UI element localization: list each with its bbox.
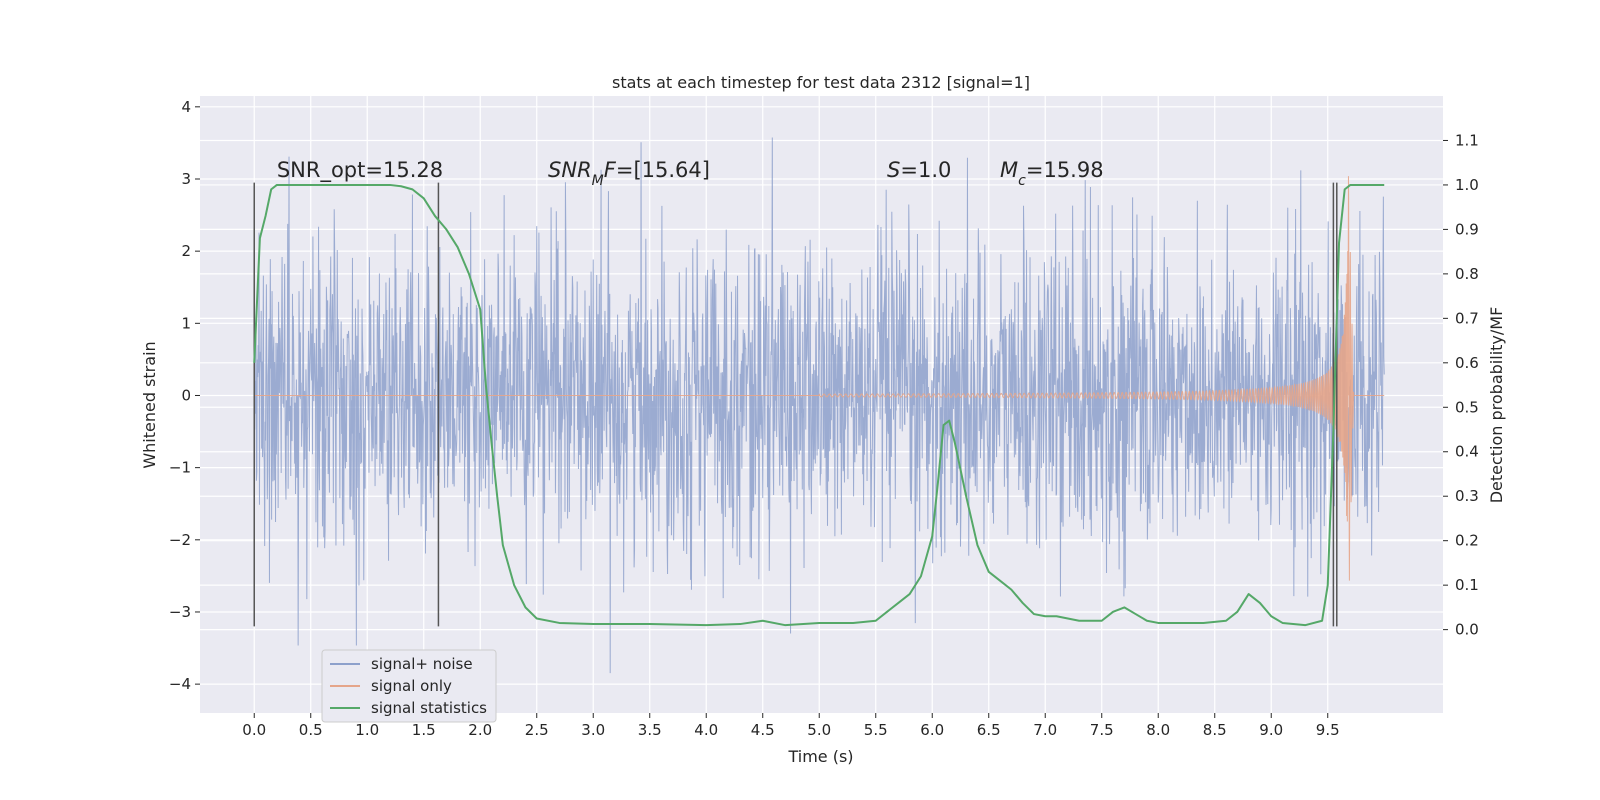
y2-tick-label: 0.9 — [1455, 220, 1479, 238]
x-tick-label: 0.5 — [299, 721, 323, 739]
y2-tick-label: 0.8 — [1455, 265, 1479, 283]
x-tick-label: 1.0 — [355, 721, 379, 739]
y-tick-label: 4 — [181, 98, 191, 116]
x-tick-label: 3.5 — [638, 721, 662, 739]
y-tick-label: −3 — [169, 603, 191, 621]
legend-box — [321, 649, 497, 723]
y-tick-label: −2 — [169, 531, 191, 549]
x-tick-label: 8.5 — [1203, 721, 1227, 739]
x-tick-label: 7.5 — [1090, 721, 1114, 739]
x-tick-label: 8.0 — [1146, 721, 1170, 739]
x-tick-label: 2.0 — [468, 721, 492, 739]
x-tick-label: 4.0 — [694, 721, 718, 739]
y2-tick-label: 0.3 — [1455, 487, 1479, 505]
legend-label-noise: signal+ noise — [371, 655, 473, 673]
annotation: SNR_opt=15.28 — [277, 158, 443, 183]
noise-line — [253, 137, 1385, 674]
legend: signal+ noise signal only signal statist… — [321, 649, 497, 723]
x-tick-label: 2.5 — [525, 721, 549, 739]
x-tick-label: 0.0 — [242, 721, 266, 739]
x-axis-ticks: 0.0 0.5 1.0 1.5 2.0 2.5 3.0 3.5 4.0 4.5 5.0 5.5 6.0 6… — [242, 713, 1340, 739]
y-axis-ticks: 4 3 2 1 0 −1 −2 −3 −4 — [169, 98, 200, 693]
y2-axis-label: Detection probability/MF — [1487, 307, 1506, 504]
annotation: SNRMF=[15.64] — [548, 158, 710, 189]
y2-axis-ticks: 1.1 1.0 0.9 0.8 0.7 0.6 0.5 0.4 0.3 0.2 0.1 0.0 — [1443, 131, 1479, 639]
vertical-markers — [253, 182, 1338, 627]
legend-label-signal: signal only — [371, 677, 452, 695]
y-tick-label: −4 — [169, 675, 191, 693]
annotation: S=1.0 — [887, 158, 951, 182]
x-tick-label: 9.5 — [1316, 721, 1340, 739]
statistics-line — [253, 183, 1385, 627]
y2-tick-label: 1.0 — [1455, 176, 1479, 194]
y2-tick-label: 1.1 — [1455, 131, 1479, 149]
signal-line — [254, 176, 1385, 581]
x-tick-label: 5.0 — [807, 721, 831, 739]
x-tick-label: 6.5 — [977, 721, 1001, 739]
y2-tick-label: 0.6 — [1455, 354, 1479, 372]
x-tick-label: 3.0 — [581, 721, 605, 739]
y-tick-label: 3 — [181, 170, 191, 188]
y-tick-label: −1 — [169, 459, 191, 477]
x-tick-label: 4.5 — [751, 721, 775, 739]
chart-title: stats at each timestep for test data 231… — [612, 73, 1030, 92]
series-signal-only — [254, 176, 1385, 581]
y2-tick-label: 0.1 — [1455, 576, 1479, 594]
y-tick-label: 1 — [181, 314, 191, 332]
x-tick-label: 9.0 — [1259, 721, 1283, 739]
x-tick-label: 1.5 — [412, 721, 436, 739]
y-tick-label: 0 — [181, 386, 191, 404]
y2-tick-label: 0.5 — [1455, 398, 1479, 416]
y2-tick-label: 0.2 — [1455, 532, 1479, 550]
annotation: Mc=15.98 — [1000, 158, 1104, 189]
x-tick-label: 5.5 — [864, 721, 888, 739]
x-tick-label: 6.0 — [920, 721, 944, 739]
y2-tick-label: 0.4 — [1455, 443, 1479, 461]
grid-lines-right — [200, 139, 1443, 631]
legend-label-stats: signal statistics — [371, 699, 487, 717]
annotations: SNR_opt=15.28 SNRMF=[15.64] S=1.0 Mc=15.98 — [277, 158, 1104, 189]
series-signal-noise — [253, 137, 1385, 674]
x-axis-label: Time (s) — [787, 747, 853, 766]
y2-tick-label: 0.7 — [1455, 309, 1479, 327]
y-tick-label: 2 — [181, 242, 191, 260]
y-axis-label: Whitened strain — [140, 341, 159, 468]
series-signal-statistics — [253, 183, 1385, 627]
x-tick-label: 7.0 — [1033, 721, 1057, 739]
y2-tick-label: 0.0 — [1455, 621, 1479, 639]
